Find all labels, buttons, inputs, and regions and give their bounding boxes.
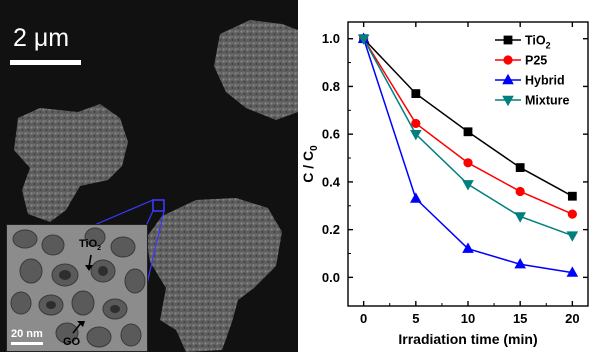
data-point-p25	[567, 209, 577, 219]
sem-scale-bar	[10, 60, 81, 65]
data-point-tio	[567, 191, 577, 201]
x-tick-label: 5	[412, 311, 419, 326]
x-tick-label: 15	[513, 311, 527, 326]
data-point-tio	[515, 163, 525, 172]
y-tick-label: 0.0	[322, 270, 340, 285]
data-point-p25	[515, 186, 525, 197]
x-axis-label: Irradiation time (min)	[398, 331, 537, 347]
data-point-hybrid	[514, 258, 526, 269]
legend-marker-tio	[503, 35, 513, 45]
legend-marker-hybrid	[502, 73, 514, 85]
legend-label-hybrid: Hybrid	[525, 74, 565, 88]
data-point-mixture	[514, 212, 526, 223]
legend-marker-p25	[503, 55, 513, 65]
chart-canvas: 0 5 10 15 20 0.0 0.2 0.4 0.6 0.8 1.0 TiO2 P25 Hybrid…	[300, 21, 589, 347]
data-point-tio	[463, 127, 473, 137]
data-point-p25	[411, 118, 421, 129]
data-point-hybrid	[462, 242, 474, 253]
data-point-p25	[463, 158, 473, 168]
y-tick-label: 0.4	[322, 174, 341, 189]
tem-inset: TiO2 GO 20 nm	[6, 224, 148, 352]
y-tick-label: 0.8	[322, 79, 340, 94]
legend-marker-mixture	[502, 95, 514, 107]
flake-bottom-right	[146, 198, 282, 352]
y-axis-label: C / C0	[300, 145, 320, 183]
flake-top-right	[214, 20, 298, 120]
x-tick-label: 10	[461, 311, 475, 326]
y-tick-label: 0.2	[322, 222, 340, 237]
data-point-hybrid	[410, 192, 422, 203]
data-point-mixture	[357, 34, 370, 45]
x-tick-label: 0	[360, 311, 367, 326]
y-tick-label: 0.6	[322, 127, 340, 142]
data-point-mixture	[410, 129, 422, 141]
legend: TiO2 P25 Hybrid Mixture	[495, 34, 570, 108]
tem-particles	[7, 225, 147, 351]
x-tick-label: 20	[565, 311, 579, 326]
sem-micrograph: 2 μm	[0, 0, 298, 352]
legend-label-tio: TiO2	[525, 34, 551, 51]
legend-label-p25: P25	[525, 54, 547, 68]
sem-scale-label: 2 μm	[13, 24, 70, 52]
axis-ticks: 0 5 10 15 20 0.0 0.2 0.4 0.6 0.8 1.0	[322, 22, 588, 326]
series-markers	[357, 32, 579, 277]
series-line-mixture	[362, 38, 573, 237]
legend-label-mixture: Mixture	[525, 94, 570, 108]
flake-left	[14, 104, 128, 222]
tem-label-tio2: TiO2	[79, 238, 102, 253]
data-point-hybrid	[566, 266, 579, 277]
degradation-chart: 0 5 10 15 20 0.0 0.2 0.4 0.6 0.8 1.0 TiO2 P25 Hybrid…	[298, 0, 594, 352]
data-point-mixture	[462, 180, 474, 191]
data-point-mixture	[566, 231, 579, 242]
y-tick-label: 1.0	[322, 31, 340, 46]
zoom-box	[152, 199, 165, 212]
data-point-tio	[411, 89, 421, 98]
tem-label-go: GO	[63, 336, 81, 348]
tem-scale-label: 20 nm	[11, 328, 43, 340]
tem-scale-bar	[11, 342, 43, 345]
